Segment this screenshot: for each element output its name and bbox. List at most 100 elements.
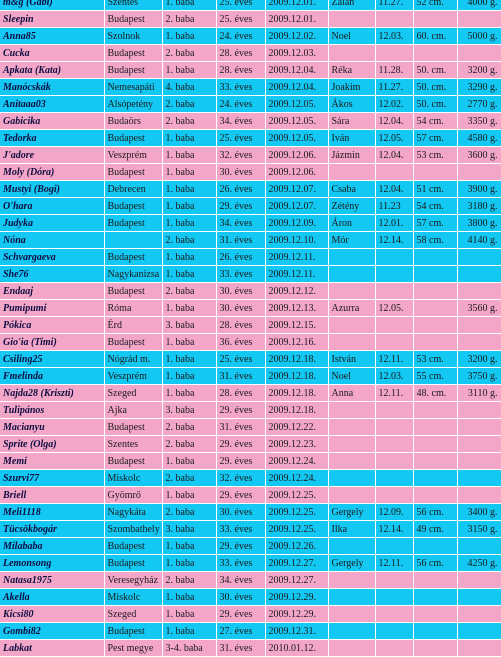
weight-cell bbox=[457, 10, 501, 28]
weight-cell: 3400 g. bbox=[457, 503, 501, 521]
weight-cell: 3750 g. bbox=[457, 367, 501, 385]
weight-cell bbox=[457, 282, 501, 300]
age-cell: 28. éves bbox=[216, 384, 266, 402]
nickname-cell: Tedorka bbox=[0, 129, 105, 147]
baby-name-cell: Jázmin bbox=[328, 146, 376, 164]
baby-number-cell: 1. baba bbox=[162, 486, 217, 504]
table-row: Kicsi80 Szeged 1. baba 29. éves 2009.12.29. bbox=[0, 605, 501, 623]
baby-number-cell: 1. baba bbox=[162, 180, 217, 198]
baby-name-cell: Gergely bbox=[328, 554, 376, 572]
baby-name-cell bbox=[328, 44, 376, 62]
length-cell bbox=[413, 10, 458, 28]
table-row: Nóna 2. baba 31. éves 2009.12.10. Mór 12.14. 5… bbox=[0, 231, 501, 249]
baby-number-cell: 2. baba bbox=[162, 418, 217, 436]
birth-date-cell bbox=[375, 605, 414, 623]
nickname-cell: Lemonsong bbox=[0, 554, 105, 572]
city-cell: Miskolc bbox=[104, 469, 163, 487]
due-date-cell: 2009.12.05. bbox=[265, 112, 329, 130]
due-date-cell: 2009.12.31. bbox=[265, 622, 329, 640]
birth-date-cell bbox=[375, 248, 414, 266]
baby-number-cell: 1. baba bbox=[162, 452, 217, 470]
baby-number-cell: 1. baba bbox=[162, 554, 217, 572]
age-cell: 28. éves bbox=[216, 61, 266, 79]
table-row: Gombi82 Budapest 1. baba 27. éves 2009.12.31… bbox=[0, 622, 501, 640]
baby-name-cell: Noel bbox=[328, 367, 376, 385]
nickname-cell: Macianyu bbox=[0, 418, 105, 436]
due-date-cell: 2009.12.18. bbox=[265, 367, 329, 385]
length-cell: 52 cm. bbox=[413, 0, 458, 11]
birth-date-cell: 12.04. bbox=[375, 112, 414, 130]
city-cell: Érd bbox=[104, 316, 163, 334]
weight-cell: 3200 g. bbox=[457, 350, 501, 368]
nickname-cell: Meli1118 bbox=[0, 503, 105, 521]
birth-date-cell bbox=[375, 401, 414, 419]
weight-cell: 3900 g. bbox=[457, 180, 501, 198]
due-date-cell: 2009.12.23. bbox=[265, 435, 329, 453]
due-date-cell: 2009.12.16. bbox=[265, 333, 329, 351]
nickname-cell: Csiling25 bbox=[0, 350, 105, 368]
baby-number-cell: 1. baba bbox=[162, 0, 217, 11]
baby-name-cell: Gergely bbox=[328, 503, 376, 521]
age-cell: 25. éves bbox=[216, 0, 266, 11]
birth-date-cell bbox=[375, 486, 414, 504]
nickname-cell: She76 bbox=[0, 265, 105, 283]
baby-name-cell: Iván bbox=[328, 129, 376, 147]
table-row: Gabicika Budaörs 2. baba 34. éves 2009.12.05… bbox=[0, 112, 501, 130]
city-cell: Budapest bbox=[104, 554, 163, 572]
age-cell: 34. éves bbox=[216, 571, 266, 589]
baby-number-cell: 1. baba bbox=[162, 537, 217, 555]
birth-date-cell bbox=[375, 10, 414, 28]
city-cell: Budapest bbox=[104, 214, 163, 232]
table-row: Akella Miskolc 1. baba 30. éves 2009.12.29. bbox=[0, 588, 501, 606]
baby-number-cell: 2. baba bbox=[162, 469, 217, 487]
due-date-cell: 2009.12.12. bbox=[265, 282, 329, 300]
birth-date-cell bbox=[375, 571, 414, 589]
city-cell: Pest megye bbox=[104, 639, 163, 657]
birth-date-cell: 12.11. bbox=[375, 384, 414, 402]
birth-date-cell: 12.02. bbox=[375, 95, 414, 113]
city-cell: Budapest bbox=[104, 622, 163, 640]
city-cell: Budapest bbox=[104, 452, 163, 470]
baby-name-cell: Zalán bbox=[328, 0, 376, 11]
baby-name-cell: Joakim bbox=[328, 78, 376, 96]
age-cell: 29. éves bbox=[216, 537, 266, 555]
weight-cell bbox=[457, 469, 501, 487]
table-row: Tulipános Ajka 3. baba 29. éves 2009.12.18. bbox=[0, 401, 501, 419]
baby-name-cell: Sára bbox=[328, 112, 376, 130]
due-date-cell: 2009.12.01. bbox=[265, 0, 329, 11]
baby-number-cell: 3. baba bbox=[162, 401, 217, 419]
table-row: Tücsökbogár Szombathely 3. baba 33. éves 200… bbox=[0, 520, 501, 538]
baby-name-cell bbox=[328, 588, 376, 606]
baby-name-cell bbox=[328, 418, 376, 436]
table-row: Judyka Budapest 1. baba 34. éves 2009.12.09.… bbox=[0, 214, 501, 232]
baby-number-cell: 3. baba bbox=[162, 316, 217, 334]
nickname-cell: Schvargaeva bbox=[0, 248, 105, 266]
baby-name-cell bbox=[328, 265, 376, 283]
baby-name-cell bbox=[328, 537, 376, 555]
length-cell bbox=[413, 282, 458, 300]
nickname-cell: Gio'ia (Timi) bbox=[0, 333, 105, 351]
weight-cell: 3290 g. bbox=[457, 78, 501, 96]
length-cell: 54 cm. bbox=[413, 112, 458, 130]
length-cell bbox=[413, 418, 458, 436]
baby-name-cell bbox=[328, 163, 376, 181]
weight-cell bbox=[457, 401, 501, 419]
nickname-cell: Pumipumi bbox=[0, 299, 105, 317]
age-cell: 30. éves bbox=[216, 282, 266, 300]
weight-cell bbox=[457, 588, 501, 606]
baby-number-cell: 4. baba bbox=[162, 78, 217, 96]
due-date-cell: 2009.12.05. bbox=[265, 95, 329, 113]
birth-date-cell: 12.11. bbox=[375, 350, 414, 368]
city-cell: Nagykáta bbox=[104, 503, 163, 521]
city-cell: Budaörs bbox=[104, 112, 163, 130]
table-row: Pókica Érd 3. baba 28. éves 2009.12.15. bbox=[0, 316, 501, 334]
table-row: Macianyu Budapest 2. baba 31. éves 2009.12.2… bbox=[0, 418, 501, 436]
baby-name-cell bbox=[328, 316, 376, 334]
due-date-cell: 2009.12.29. bbox=[265, 605, 329, 623]
table-row: Mustyi (Bogi) Debrecen 1. baba 26. éves 2009… bbox=[0, 180, 501, 198]
table-row: Schvargaeva Budapest 1. baba 26. éves 2009.1… bbox=[0, 248, 501, 266]
weight-cell: 3180 g. bbox=[457, 197, 501, 215]
weight-cell: 3110 g. bbox=[457, 384, 501, 402]
baby-number-cell: 1. baba bbox=[162, 61, 217, 79]
birth-date-cell bbox=[375, 316, 414, 334]
